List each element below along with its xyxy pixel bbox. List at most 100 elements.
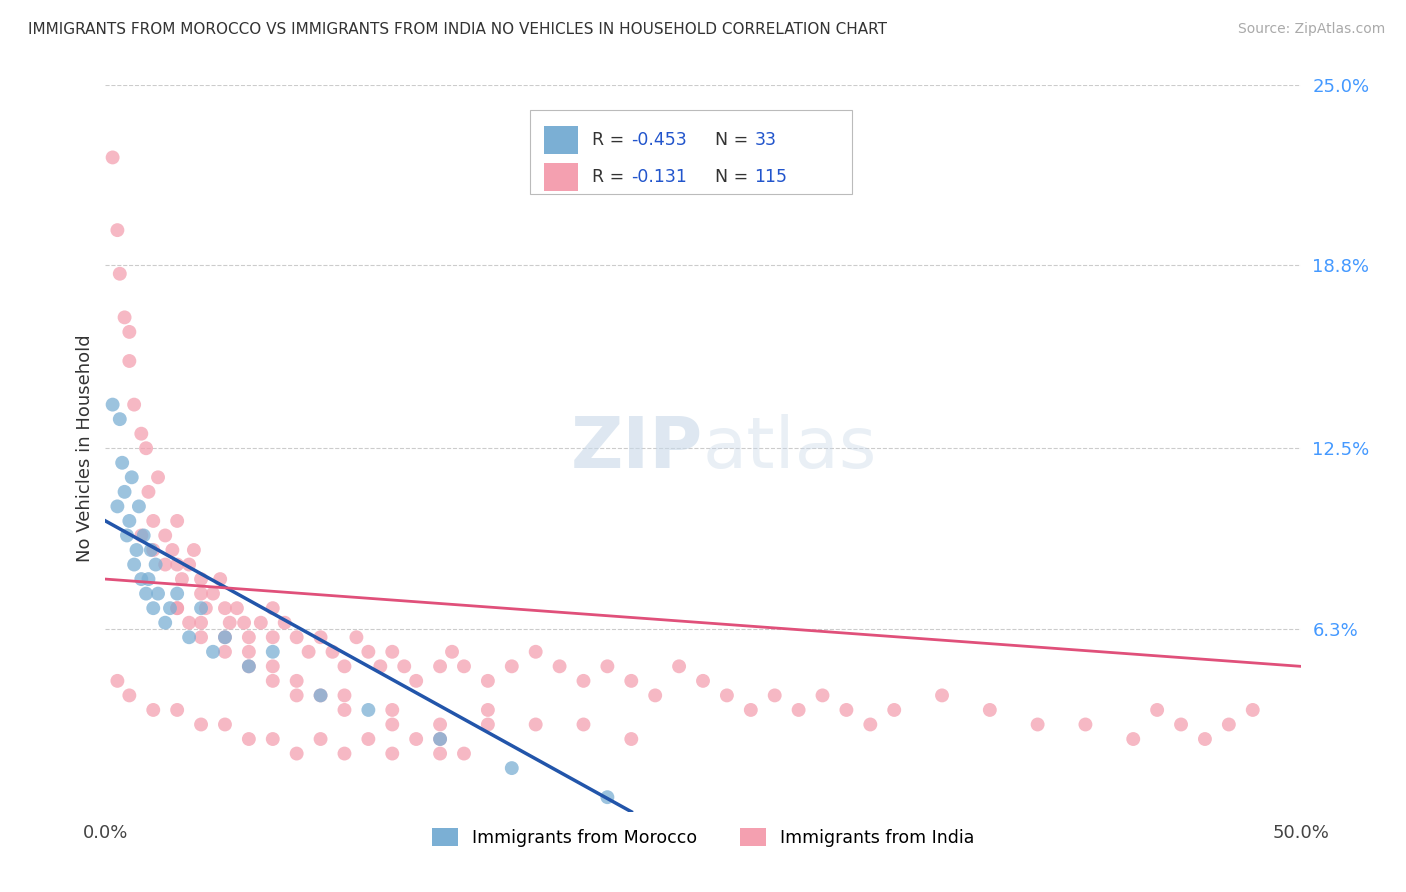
Point — [763, 689, 786, 703]
Point — [429, 731, 451, 746]
Point — [346, 630, 368, 644]
Point — [135, 442, 157, 455]
Point — [405, 731, 427, 746]
Point — [118, 514, 141, 528]
Point — [101, 398, 124, 412]
Point — [524, 645, 547, 659]
Point — [153, 558, 177, 572]
Point — [453, 659, 475, 673]
Point — [668, 659, 690, 673]
Point — [153, 528, 177, 542]
Point — [429, 659, 451, 673]
Point — [142, 601, 165, 615]
Point — [477, 717, 499, 731]
Point — [218, 615, 240, 630]
Point — [309, 630, 332, 644]
Point — [108, 412, 131, 426]
Point — [159, 601, 181, 615]
Point — [190, 601, 212, 615]
Point — [501, 761, 523, 775]
Point — [357, 645, 380, 659]
Point — [333, 747, 356, 761]
Point — [859, 717, 882, 731]
Text: R =: R = — [592, 168, 630, 186]
Point — [1074, 717, 1097, 731]
Point — [142, 543, 165, 558]
Point — [309, 731, 332, 746]
Point — [931, 689, 953, 703]
Point — [108, 267, 131, 281]
Point — [225, 601, 249, 615]
Point — [233, 615, 256, 630]
Point — [129, 528, 153, 542]
Point — [716, 689, 738, 703]
Point — [214, 630, 236, 644]
FancyBboxPatch shape — [544, 163, 578, 191]
Point — [146, 470, 169, 484]
Point — [309, 689, 332, 703]
Point — [166, 601, 188, 615]
Point — [297, 645, 319, 659]
Point — [262, 659, 284, 673]
Point — [214, 630, 236, 644]
Point — [177, 630, 201, 644]
Point — [477, 673, 499, 688]
Point — [692, 673, 714, 688]
Point — [107, 223, 129, 237]
Point — [1146, 703, 1168, 717]
Text: 115: 115 — [755, 168, 787, 186]
Point — [453, 747, 475, 761]
Point — [139, 543, 162, 558]
Point — [101, 150, 124, 164]
Point — [128, 500, 150, 514]
Point — [262, 601, 284, 615]
Point — [477, 703, 499, 717]
Point — [214, 717, 236, 731]
Point — [238, 659, 260, 673]
Point — [114, 310, 136, 325]
Point — [190, 717, 212, 731]
Point — [883, 703, 905, 717]
Point — [194, 601, 217, 615]
Point — [183, 543, 205, 558]
Text: IMMIGRANTS FROM MOROCCO VS IMMIGRANTS FROM INDIA NO VEHICLES IN HOUSEHOLD CORREL: IMMIGRANTS FROM MOROCCO VS IMMIGRANTS FR… — [28, 22, 887, 37]
Point — [333, 659, 356, 673]
Point — [1170, 717, 1192, 731]
Point — [357, 731, 380, 746]
Point — [142, 703, 165, 717]
Point — [107, 500, 129, 514]
Point — [429, 731, 451, 746]
Point — [238, 645, 260, 659]
Point — [118, 689, 141, 703]
Point — [190, 615, 212, 630]
Point — [740, 703, 762, 717]
Point — [333, 689, 356, 703]
Text: R =: R = — [592, 131, 630, 149]
Point — [309, 689, 332, 703]
Point — [285, 747, 308, 761]
Point — [1241, 703, 1264, 717]
Point — [262, 645, 284, 659]
Point — [524, 717, 547, 731]
Point — [166, 514, 188, 528]
Point — [979, 703, 1001, 717]
Point — [121, 470, 143, 484]
Point — [285, 673, 308, 688]
Point — [262, 673, 284, 688]
Point — [162, 543, 184, 558]
Point — [118, 354, 141, 368]
Point — [273, 615, 295, 630]
Point — [787, 703, 810, 717]
Point — [214, 645, 236, 659]
Point — [357, 703, 380, 717]
Point — [392, 659, 416, 673]
Text: N =: N = — [716, 168, 754, 186]
Point — [129, 572, 153, 586]
Point — [114, 484, 136, 499]
Point — [429, 747, 451, 761]
Point — [405, 673, 427, 688]
Point — [333, 703, 356, 717]
Point — [644, 689, 666, 703]
Point — [285, 630, 308, 644]
Point — [138, 484, 160, 499]
